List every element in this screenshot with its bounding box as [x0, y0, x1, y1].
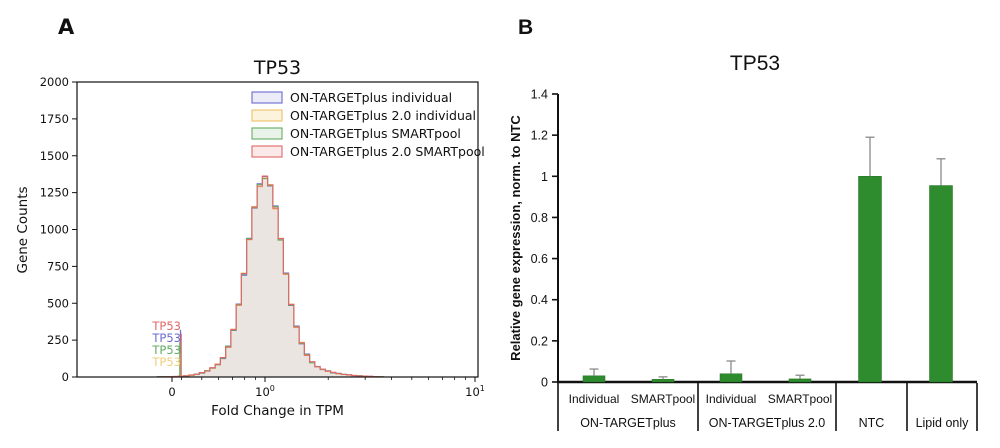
- legend-label-2: ON-TARGETplus SMARTpool: [290, 126, 461, 141]
- gene-annotation-3: TP53: [151, 355, 181, 369]
- y-tick-label: 0: [541, 376, 548, 390]
- y-tick-label: 2000: [40, 75, 69, 89]
- legend-swatch-1: [251, 109, 283, 122]
- y-tick-label: 1000: [40, 223, 69, 237]
- panel-a-title: TP53: [253, 57, 301, 79]
- legend-label-3: ON-TARGETplus 2.0 SMARTpool: [290, 144, 485, 159]
- gene-annotation-0: TP53: [151, 319, 181, 333]
- y-tick-label: 500: [47, 296, 69, 310]
- gene-annotation-2: TP53: [151, 343, 181, 357]
- histogram-step-3: [156, 175, 384, 378]
- bar-5: [929, 185, 953, 383]
- legend-swatch-2: [251, 127, 283, 140]
- panel-b-barchart: B TP53 Relative gene expression, norm. to …: [508, 16, 978, 431]
- histogram-fill-3: [157, 176, 384, 377]
- legend-swatch-0: [251, 91, 283, 104]
- y-tick-label: 1.2: [531, 129, 548, 143]
- x-tick-label: 101: [465, 384, 485, 399]
- legend-swatch-3: [251, 145, 283, 158]
- bar-2: [719, 373, 743, 383]
- bar-category-label-2: Individual: [706, 392, 757, 406]
- bar-4: [858, 176, 882, 383]
- y-tick-label: 0.4: [531, 293, 548, 307]
- group-label-0: ON-TARGETplus: [580, 416, 676, 430]
- bar-category-label-0: Individual: [569, 392, 620, 406]
- y-tick-label: 1500: [40, 149, 69, 163]
- y-tick-label: 1750: [40, 112, 69, 126]
- y-tick-label: 1.4: [531, 88, 548, 102]
- bar-category-label-1: SMARTpool: [631, 392, 695, 406]
- panel-a-label: A: [58, 15, 75, 39]
- panel-a-y-axis-label: Gene Counts: [15, 186, 31, 273]
- legend-label-0: ON-TARGETplus individual: [290, 90, 452, 105]
- y-tick-label: 0.6: [531, 252, 548, 266]
- bar-1: [651, 379, 675, 383]
- y-tick-label: 750: [47, 259, 69, 273]
- panel-b-title: TP53: [730, 52, 780, 75]
- group-label-3: Lipid only: [916, 416, 970, 430]
- bar-3: [788, 378, 812, 383]
- histogram-fill-1: [157, 177, 384, 377]
- legend-label-1: ON-TARGETplus 2.0 individual: [290, 108, 476, 123]
- panel-a-x-axis-label: Fold Change in TPM: [211, 403, 344, 419]
- panel-b-label: B: [518, 16, 533, 39]
- histogram-fill-2: [157, 178, 384, 377]
- x-tick-label: 0: [168, 385, 175, 399]
- panel-b-y-axis-label: Relative gene expression, norm. to NTC: [508, 115, 523, 361]
- y-tick-label: 1250: [40, 186, 69, 200]
- bar-category-label-3: SMARTpool: [768, 392, 832, 406]
- y-tick-label: 0: [62, 370, 69, 384]
- histogram-fill-0: [157, 176, 384, 377]
- group-label-2: NTC: [859, 416, 885, 430]
- gene-annotation-1: TP53: [151, 331, 181, 345]
- y-tick-label: 0.8: [531, 211, 548, 225]
- y-tick-label: 0.2: [531, 334, 548, 348]
- y-tick-label: 1: [541, 170, 548, 184]
- bar-0: [582, 375, 606, 383]
- x-tick-label: 100: [255, 384, 275, 399]
- group-label-1: ON-TARGETplus 2.0: [709, 416, 826, 430]
- y-tick-label: 250: [47, 333, 69, 347]
